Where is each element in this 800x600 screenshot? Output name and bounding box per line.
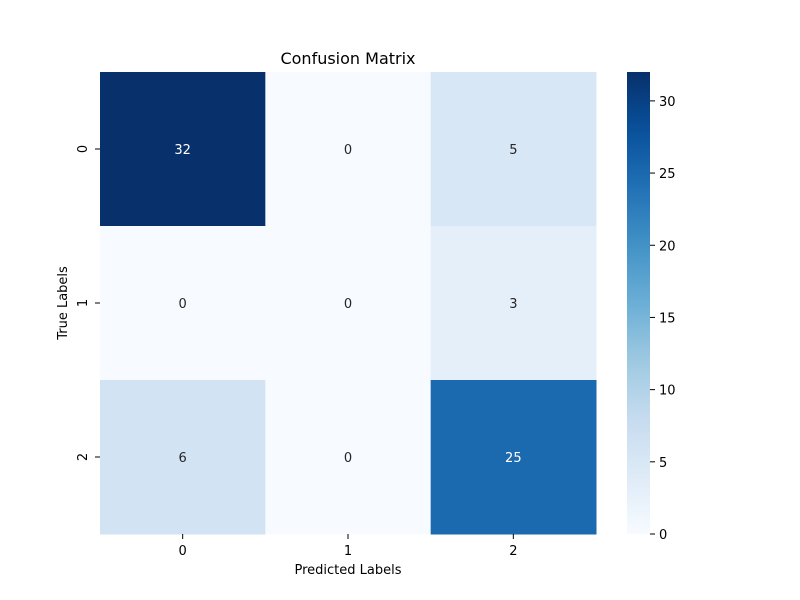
x-tick-label-1: 1 bbox=[344, 544, 352, 559]
colorbar-tick-label-30: 30 bbox=[659, 95, 676, 110]
colorbar-ticks: 0 5 10 15 20 25 30 bbox=[650, 95, 676, 543]
heatmap-cell-r1-c0 bbox=[100, 226, 266, 381]
colorbar bbox=[627, 72, 650, 534]
colorbar-tick-label-5: 5 bbox=[659, 456, 667, 471]
cell-value-r0-c2: 5 bbox=[509, 143, 517, 158]
cell-value-r2-c2: 25 bbox=[505, 451, 522, 466]
colorbar-tick-label-20: 20 bbox=[659, 239, 676, 254]
cell-value-r1-c0: 0 bbox=[179, 297, 187, 312]
heatmap-cell-labels: 32 0 5 0 0 3 6 0 25 bbox=[174, 143, 521, 466]
colorbar-tick-label-10: 10 bbox=[659, 384, 676, 399]
heatmap-cell-r1-c2 bbox=[430, 226, 597, 381]
cell-value-r0-c0: 32 bbox=[174, 143, 191, 158]
cell-value-r2-c0: 6 bbox=[179, 451, 187, 466]
x-tick-label-2: 2 bbox=[509, 544, 517, 559]
cell-value-r0-c1: 0 bbox=[344, 143, 352, 158]
y-tick-label-2: 2 bbox=[76, 453, 91, 461]
y-tick-label-1: 1 bbox=[76, 299, 91, 307]
heatmap-cell-r2-c2 bbox=[430, 380, 597, 535]
heatmap-cell-r0-c1 bbox=[265, 72, 432, 227]
y-axis: 0 1 2 bbox=[76, 145, 100, 461]
cell-value-r2-c1: 0 bbox=[344, 451, 352, 466]
heatmap-cells bbox=[100, 72, 597, 535]
x-axis: 0 1 2 bbox=[179, 534, 517, 559]
x-axis-label: Predicted Labels bbox=[294, 563, 401, 578]
colorbar-tick-label-15: 15 bbox=[659, 311, 676, 326]
cell-value-r1-c1: 0 bbox=[344, 297, 352, 312]
colorbar-tick-label-25: 25 bbox=[659, 167, 676, 182]
heatmap-cell-r2-c1 bbox=[265, 380, 432, 535]
heatmap-cell-r0-c2 bbox=[430, 72, 597, 227]
y-tick-label-0: 0 bbox=[76, 145, 91, 153]
heatmap-cell-r0-c0 bbox=[100, 72, 266, 227]
x-tick-label-0: 0 bbox=[179, 544, 187, 559]
chart-title: Confusion Matrix bbox=[280, 49, 415, 68]
colorbar-tick-label-0: 0 bbox=[659, 528, 667, 543]
heatmap-cell-r1-c1 bbox=[265, 226, 432, 381]
heatmap-cell-r2-c0 bbox=[100, 380, 266, 535]
y-axis-label: True Labels bbox=[56, 266, 71, 341]
cell-value-r1-c2: 3 bbox=[509, 297, 517, 312]
